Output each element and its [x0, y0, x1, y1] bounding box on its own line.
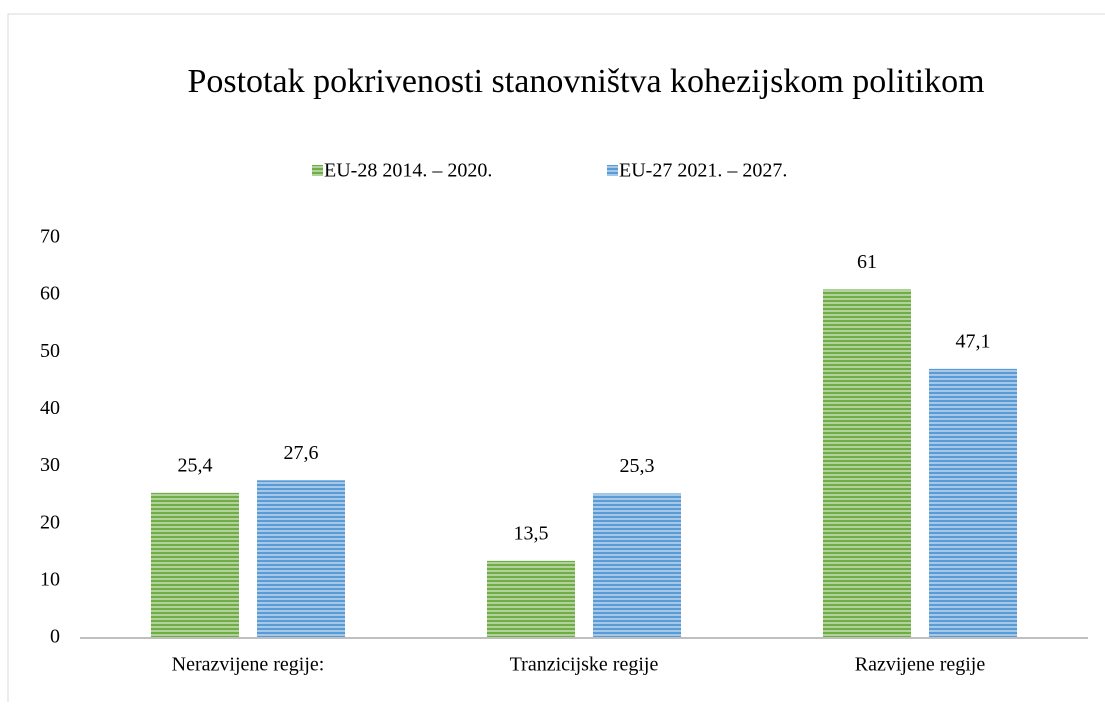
- bar: [593, 493, 681, 638]
- bar: [929, 368, 1017, 638]
- y-tick-label: 20: [40, 511, 60, 533]
- bar: [487, 560, 575, 638]
- bar: [151, 492, 239, 638]
- legend-swatch: [312, 165, 323, 176]
- legend-swatch: [607, 165, 618, 176]
- y-tick-label: 10: [40, 568, 60, 590]
- chart-border: [7, 13, 1105, 702]
- y-tick-label: 70: [40, 226, 60, 248]
- data-label: 25,3: [620, 455, 655, 477]
- legend-label: EU-28 2014. – 2020.: [324, 160, 492, 182]
- y-tick-label: 60: [40, 283, 60, 305]
- x-tick-label: Nerazvijene regije:: [172, 654, 325, 676]
- bar: [257, 480, 345, 638]
- y-tick-label: 50: [40, 340, 60, 362]
- legend-label: EU-27 2021. – 2027.: [619, 160, 787, 182]
- data-label: 61: [857, 251, 877, 273]
- data-label: 13,5: [514, 522, 549, 544]
- x-tick-label: Tranzicijske regije: [510, 654, 659, 676]
- y-tick-label: 40: [40, 397, 60, 419]
- data-label: 27,6: [284, 442, 319, 464]
- y-tick-label: 30: [40, 454, 60, 476]
- x-tick-label: Razvijene regije: [855, 654, 986, 676]
- chart-title: Postotak pokrivenosti stanovništva kohez…: [187, 63, 984, 100]
- bar: [823, 289, 911, 638]
- data-label: 25,4: [178, 454, 213, 476]
- y-tick-label: 0: [50, 626, 60, 648]
- data-label: 47,1: [956, 330, 991, 352]
